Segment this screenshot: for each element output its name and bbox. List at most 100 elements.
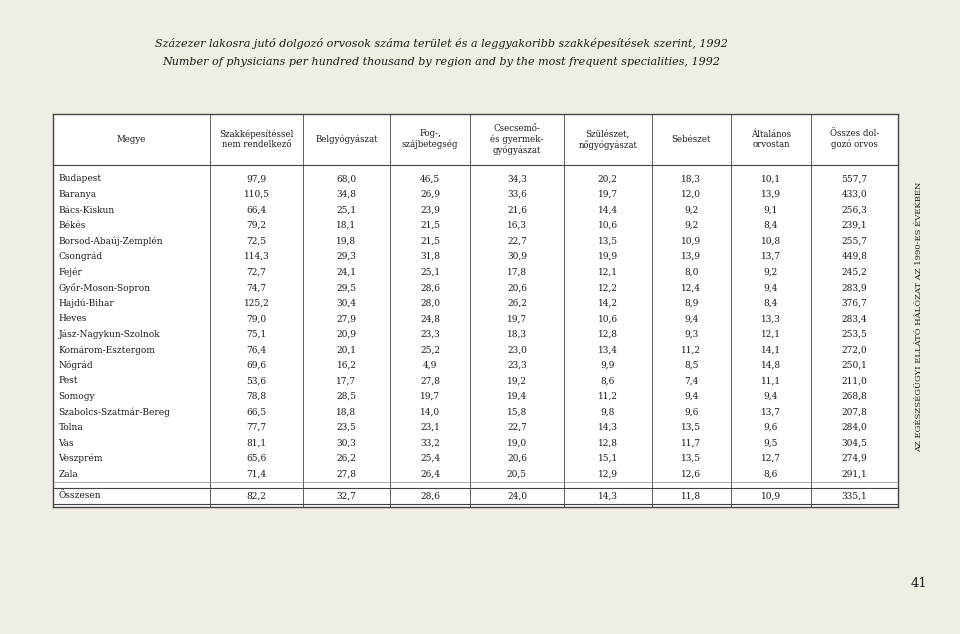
Text: Zala: Zala <box>59 470 79 479</box>
Text: 8,4: 8,4 <box>764 299 778 307</box>
Text: 284,0: 284,0 <box>842 423 867 432</box>
Text: 283,4: 283,4 <box>842 314 867 323</box>
Text: 76,4: 76,4 <box>247 346 267 354</box>
Text: 9,4: 9,4 <box>764 283 778 292</box>
Text: 53,6: 53,6 <box>247 377 267 385</box>
Text: 29,5: 29,5 <box>336 283 356 292</box>
Text: 14,0: 14,0 <box>420 408 440 417</box>
Text: 9,9: 9,9 <box>601 361 615 370</box>
Text: 26,4: 26,4 <box>420 470 440 479</box>
Text: 15,8: 15,8 <box>507 408 527 417</box>
Text: 12,1: 12,1 <box>761 330 780 339</box>
Text: Békés: Békés <box>59 221 86 230</box>
Text: 211,0: 211,0 <box>842 377 867 385</box>
Text: 46,5: 46,5 <box>420 174 440 183</box>
Text: 19,2: 19,2 <box>507 377 527 385</box>
Text: 10,6: 10,6 <box>598 314 618 323</box>
Text: 8,0: 8,0 <box>684 268 699 276</box>
Text: 34,3: 34,3 <box>507 174 527 183</box>
Text: Csongrád: Csongrád <box>59 252 103 261</box>
Text: Fog-,
szájbetegség: Fog-, szájbetegség <box>402 129 458 150</box>
Text: Heves: Heves <box>59 314 87 323</box>
Text: 28,5: 28,5 <box>336 392 356 401</box>
Text: 125,2: 125,2 <box>244 299 270 307</box>
Text: 14,3: 14,3 <box>598 491 618 500</box>
Text: 335,1: 335,1 <box>842 491 867 500</box>
Text: 78,8: 78,8 <box>247 392 267 401</box>
Text: 376,7: 376,7 <box>842 299 867 307</box>
Text: 304,5: 304,5 <box>842 439 867 448</box>
Text: 12,1: 12,1 <box>598 268 618 276</box>
Text: 19,7: 19,7 <box>507 314 527 323</box>
Text: 71,4: 71,4 <box>247 470 267 479</box>
Text: 25,1: 25,1 <box>336 205 356 214</box>
Text: 21,5: 21,5 <box>420 221 440 230</box>
Text: 15,1: 15,1 <box>598 454 618 463</box>
Text: 16,2: 16,2 <box>337 361 356 370</box>
Text: 14,2: 14,2 <box>598 299 618 307</box>
Text: 19,7: 19,7 <box>598 190 618 199</box>
Text: 9,2: 9,2 <box>684 205 699 214</box>
Text: Budapest: Budapest <box>59 174 102 183</box>
Text: 9,2: 9,2 <box>764 268 778 276</box>
Text: 272,0: 272,0 <box>842 346 867 354</box>
Text: Szabolcs-Szatmár-Bereg: Szabolcs-Szatmár-Bereg <box>59 407 171 417</box>
Text: 207,8: 207,8 <box>842 408 867 417</box>
Text: 25,2: 25,2 <box>420 346 440 354</box>
Text: 30,3: 30,3 <box>337 439 356 448</box>
Text: Összesen: Összesen <box>59 491 101 500</box>
Text: 23,9: 23,9 <box>420 205 440 214</box>
Text: 33,2: 33,2 <box>420 439 440 448</box>
Text: 10,9: 10,9 <box>761 491 780 500</box>
Text: Nógrád: Nógrád <box>59 361 93 370</box>
Text: 41: 41 <box>910 577 927 590</box>
Text: 12,4: 12,4 <box>682 283 702 292</box>
Text: 11,8: 11,8 <box>682 491 702 500</box>
Text: 14,8: 14,8 <box>761 361 780 370</box>
Text: 10,9: 10,9 <box>682 236 702 245</box>
Text: 274,9: 274,9 <box>842 454 867 463</box>
Text: 30,4: 30,4 <box>337 299 356 307</box>
Text: Baranya: Baranya <box>59 190 97 199</box>
Text: 13,5: 13,5 <box>682 423 702 432</box>
Text: 14,1: 14,1 <box>761 346 780 354</box>
Text: 28,6: 28,6 <box>420 283 440 292</box>
Text: 19,0: 19,0 <box>507 439 527 448</box>
Text: Vas: Vas <box>59 439 74 448</box>
Text: 23,5: 23,5 <box>337 423 356 432</box>
Text: 4,9: 4,9 <box>422 361 437 370</box>
Text: 11,2: 11,2 <box>598 392 618 401</box>
Text: 23,3: 23,3 <box>420 330 440 339</box>
Text: 8,5: 8,5 <box>684 361 699 370</box>
Text: Összes dol-
gozó orvos: Összes dol- gozó orvos <box>829 129 879 150</box>
Text: 74,7: 74,7 <box>247 283 267 292</box>
Text: 433,0: 433,0 <box>842 190 867 199</box>
Text: 9,6: 9,6 <box>684 408 699 417</box>
Text: 20,5: 20,5 <box>507 470 527 479</box>
Text: 72,7: 72,7 <box>247 268 267 276</box>
Text: 33,6: 33,6 <box>507 190 527 199</box>
Text: 17,7: 17,7 <box>336 377 356 385</box>
Text: 24,1: 24,1 <box>337 268 356 276</box>
Text: 79,0: 79,0 <box>247 314 267 323</box>
Text: Tolna: Tolna <box>59 423 84 432</box>
Text: 268,8: 268,8 <box>842 392 867 401</box>
Text: 18,8: 18,8 <box>336 408 356 417</box>
Text: 20,6: 20,6 <box>507 283 527 292</box>
Text: 253,5: 253,5 <box>842 330 867 339</box>
Text: 22,7: 22,7 <box>507 236 527 245</box>
Text: 24,8: 24,8 <box>420 314 440 323</box>
Text: 12,9: 12,9 <box>598 470 618 479</box>
Text: Bács-Kiskun: Bács-Kiskun <box>59 205 115 214</box>
Text: 9,4: 9,4 <box>684 392 699 401</box>
Text: 14,4: 14,4 <box>598 205 618 214</box>
Text: 28,0: 28,0 <box>420 299 440 307</box>
Text: 13,5: 13,5 <box>682 454 702 463</box>
Text: 13,9: 13,9 <box>682 252 702 261</box>
Text: Jász-Nagykun-Szolnok: Jász-Nagykun-Szolnok <box>59 330 160 339</box>
Text: 9,3: 9,3 <box>684 330 699 339</box>
Text: 11,7: 11,7 <box>682 439 702 448</box>
Text: 19,7: 19,7 <box>420 392 440 401</box>
Text: 25,4: 25,4 <box>420 454 440 463</box>
Text: 16,3: 16,3 <box>507 221 527 230</box>
